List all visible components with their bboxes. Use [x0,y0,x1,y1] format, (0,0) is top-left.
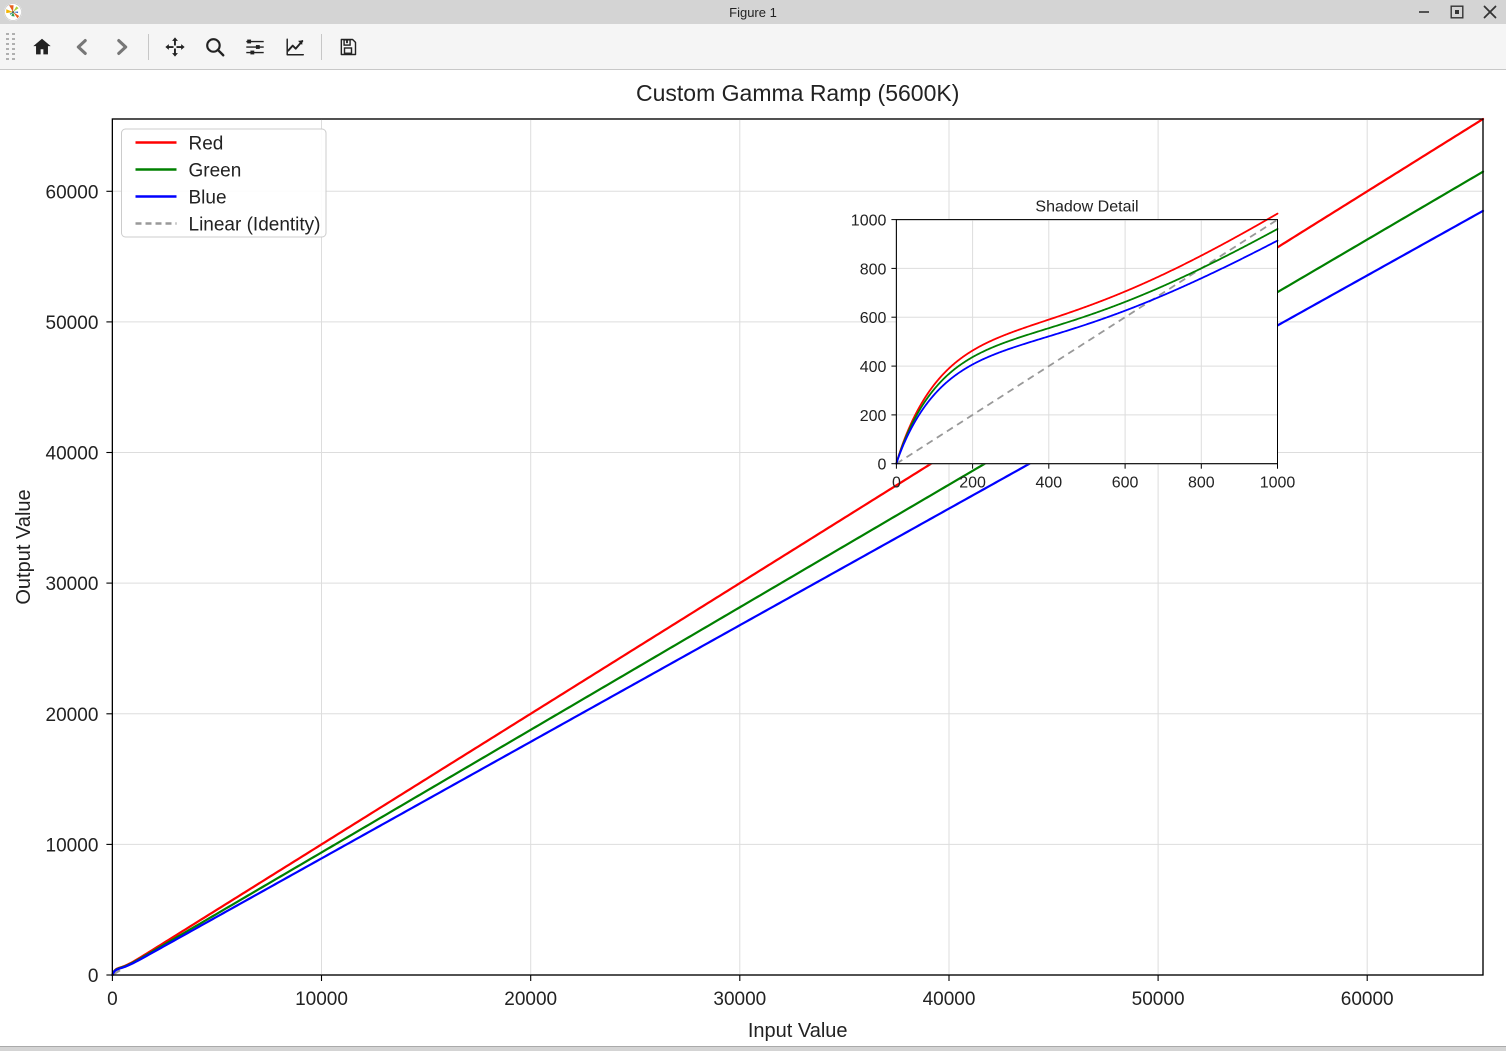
svg-text:Output Value: Output Value [13,489,35,604]
svg-text:60000: 60000 [46,182,99,203]
svg-text:400: 400 [860,359,887,376]
svg-text:Blue: Blue [189,188,227,209]
svg-text:0: 0 [877,457,886,474]
svg-text:Custom Gamma Ramp (5600K): Custom Gamma Ramp (5600K) [636,80,959,106]
svg-text:200: 200 [860,408,887,425]
svg-text:0: 0 [892,475,901,492]
svg-text:10000: 10000 [295,989,348,1010]
svg-text:20000: 20000 [504,989,557,1010]
svg-text:400: 400 [1035,475,1062,492]
svg-text:800: 800 [1188,475,1215,492]
svg-text:60000: 60000 [1341,989,1394,1010]
svg-text:40000: 40000 [46,444,99,465]
svg-text:Red: Red [189,134,224,155]
svg-text:Linear (Identity): Linear (Identity) [189,215,321,236]
svg-text:Green: Green [189,161,242,182]
svg-text:600: 600 [1112,475,1139,492]
svg-text:10000: 10000 [46,835,99,856]
svg-text:50000: 50000 [1132,989,1185,1010]
svg-text:0: 0 [88,966,99,987]
svg-text:1000: 1000 [851,213,887,230]
svg-text:50000: 50000 [46,313,99,334]
svg-text:Shadow Detail: Shadow Detail [1035,199,1138,216]
svg-text:600: 600 [860,310,887,327]
svg-text:30000: 30000 [713,989,766,1010]
svg-text:1000: 1000 [1260,475,1296,492]
svg-text:20000: 20000 [46,705,99,726]
svg-text:200: 200 [959,475,986,492]
svg-text:800: 800 [860,261,887,278]
svg-text:0: 0 [107,989,118,1010]
svg-text:30000: 30000 [46,574,99,595]
svg-text:40000: 40000 [923,989,976,1010]
svg-text:Input Value: Input Value [748,1020,848,1042]
